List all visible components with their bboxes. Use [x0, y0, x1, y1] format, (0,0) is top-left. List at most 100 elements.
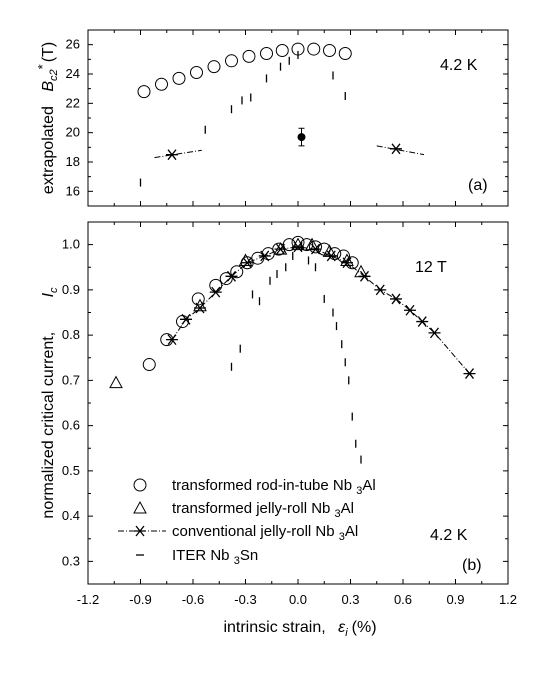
panel-a-ytick-label: 26	[66, 37, 80, 52]
legend-label-tail: Al	[341, 500, 354, 517]
legend-label: conventional jelly-roll Nb 3Al	[172, 523, 358, 543]
panel-b-point-asterisk	[341, 257, 353, 269]
legend-label: transformed jelly-roll Nb 3Al	[172, 500, 354, 520]
legend-label-sub: 3	[234, 555, 240, 567]
panel-b-marks	[109, 235, 476, 464]
panel-b-xtick-label: 1.2	[499, 592, 517, 607]
panel-b-point-asterisk	[390, 293, 402, 305]
panel-a-ticks: 16 18 20 22 24 26	[66, 29, 509, 207]
panel-a-point-asterisk	[166, 149, 178, 161]
panel-a-point-circle	[260, 46, 273, 60]
panel-b-ylabel-text: normalized critical current,	[40, 332, 57, 519]
panel-a-fit-line	[154, 149, 202, 159]
panel-a-lines	[154, 145, 425, 159]
legend-label-tail: Al	[345, 523, 358, 540]
legend-label-sub: 3	[335, 508, 341, 520]
panel-b-xtick-label: -0.3	[234, 592, 256, 607]
legend-circle-symbol	[133, 478, 147, 492]
svg-text:extrapolated Bc2*(T): extrapolated Bc2* (T)	[35, 42, 60, 194]
panel-a-ylabel-sup: *	[35, 64, 50, 69]
panel-b-point-asterisk	[416, 316, 429, 327]
panel-b-ticks: -1.2 -0.9 -0.6 -0.3 0.0 0.3 0.6 0.9 1.2 0.3 0.4 0.5…	[62, 222, 517, 607]
panel-b-point-asterisk	[166, 334, 178, 346]
panel-b-xlabel-sub: i	[345, 627, 348, 639]
panel-a-ylabel-sym: B	[40, 81, 57, 92]
panel-a-ytick-label: 22	[66, 95, 80, 110]
panel-a-point-circle	[242, 49, 256, 63]
panel-a-point-circle	[207, 60, 221, 74]
panel-b-label: (b)	[462, 557, 482, 574]
panel-b-point-circle	[230, 265, 244, 279]
panel-b-xlabel: intrinsic strain, εi (%)	[223, 619, 376, 639]
panel-b-annotation-top: 12 T	[415, 259, 447, 276]
legend-label-main: conventional jelly-roll Nb	[172, 523, 339, 540]
panel-b-xtick-label: -0.9	[129, 592, 151, 607]
legend: transformed rod-in-tube Nb 3Altransforme…	[118, 477, 376, 567]
panel-a-ylabel: extrapolated Bc2* (T)	[35, 42, 60, 194]
legend-label-sub: 3	[356, 485, 362, 497]
panel-a-ytick-label: 16	[66, 183, 80, 198]
panel-a-point-circle	[190, 66, 203, 80]
panel-a-point-circle	[225, 54, 238, 68]
legend-label-main: transformed rod-in-tube Nb	[172, 477, 356, 494]
legend-asterisk-symbol	[134, 525, 146, 537]
panel-a: 16 18 20 22 24 26 4.2 K (a) extrapolated Bc2*…	[35, 29, 509, 207]
panel-a-ytick-label: 20	[66, 125, 80, 140]
panel-a-ylabel-sub: c2	[48, 69, 60, 81]
panel-b-ytick-label: 0.3	[62, 553, 80, 568]
panel-a-point-circle	[338, 46, 352, 60]
panel-b-point-asterisk	[194, 302, 206, 314]
panel-b-point-asterisk	[274, 243, 287, 255]
panel-b-point-asterisk	[374, 284, 387, 296]
panel-b-point-asterisk	[241, 257, 254, 269]
panel-b-ytick-label: 0.9	[62, 282, 80, 297]
panel-a-ytick-label: 24	[66, 66, 80, 81]
panel-a-marks	[137, 42, 402, 187]
panel-b-point-circle	[219, 272, 233, 286]
panel-b-point-circle	[142, 358, 156, 372]
panel-a-fit-line	[376, 145, 425, 156]
panel-b-xtick-label: 0.6	[394, 592, 412, 607]
legend-label-tail: Sn	[240, 547, 258, 564]
panel-b-xtick-label: -0.6	[182, 592, 204, 607]
panel-b-xlabel-sym: ε	[338, 619, 346, 636]
panel-b-point-circle	[291, 235, 305, 249]
panel-b-point-asterisk	[428, 327, 441, 339]
panel-b-point-asterisk	[325, 250, 338, 262]
legend-label: transformed rod-in-tube Nb 3Al	[172, 477, 376, 497]
legend-label-main: ITER Nb	[172, 547, 234, 564]
legend-label-sub: 3	[339, 531, 345, 543]
panel-a-point-circle	[172, 71, 186, 85]
panel-a-point-circle	[155, 77, 168, 91]
panel-b-point-asterisk	[258, 250, 271, 262]
panel-a-point-circle	[323, 44, 336, 58]
panel-b-point-asterisk	[309, 243, 322, 255]
panel-b-ytick-label: 0.4	[62, 508, 80, 523]
panel-b-point-asterisk	[358, 270, 371, 282]
panel-a-point-circle	[307, 42, 321, 56]
panel-a-annotation: 4.2 K	[440, 57, 478, 74]
panel-a-ylabel-text: extrapolated	[40, 106, 57, 194]
panel-b: -1.2 -0.9 -0.6 -0.3 0.0 0.3 0.6 0.9 1.2 0.3 0.4 0.5…	[40, 221, 517, 639]
svg-text:normalized critical current,: normalized critical current, Ic	[40, 287, 60, 519]
panel-b-xtick-label: 0.3	[341, 592, 359, 607]
panel-b-ylabel-sym: I	[40, 292, 57, 297]
panel-a-point-asterisk	[390, 143, 402, 155]
legend-label-tail: Al	[362, 477, 375, 494]
legend-triangle-symbol	[133, 500, 147, 514]
panel-b-point-asterisk	[225, 270, 238, 282]
panel-b-ylabel: normalized critical current, Ic	[40, 287, 60, 519]
panel-b-point-circle	[309, 240, 322, 254]
panel-b-ytick-label: 0.6	[62, 418, 80, 433]
panel-b-ytick-label: 0.7	[62, 372, 80, 387]
panel-b-ytick-label: 0.8	[62, 327, 80, 342]
panel-b-point-triangle	[109, 375, 123, 389]
panel-b-point-asterisk	[209, 286, 222, 298]
panel-b-ylabel-sub: c	[48, 287, 60, 293]
panel-b-xtick-label: -1.2	[77, 592, 99, 607]
panel-b-ytick-label: 1.0	[62, 237, 80, 252]
panel-b-ytick-label: 0.5	[62, 463, 80, 478]
panel-b-point-asterisk	[292, 241, 304, 253]
panel-a-ytick-label: 18	[66, 154, 80, 169]
